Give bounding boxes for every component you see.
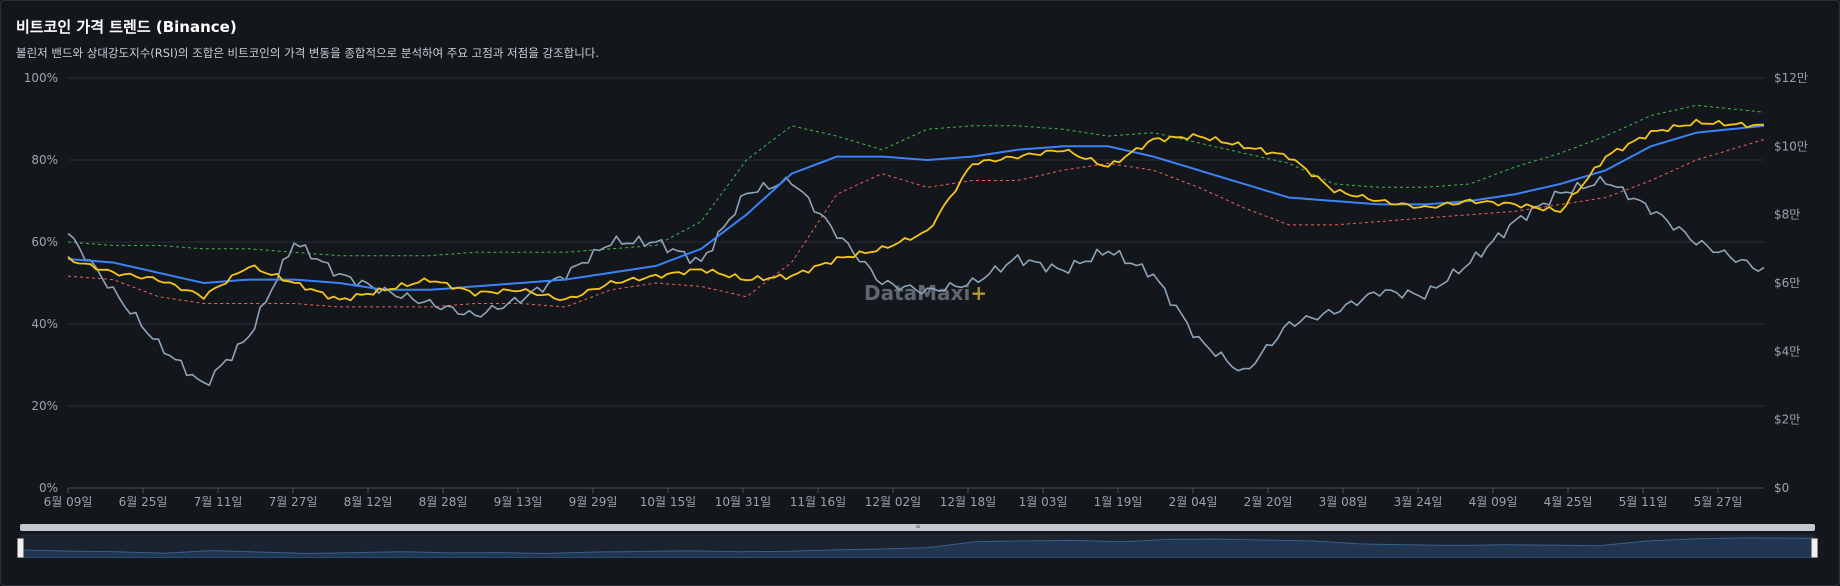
x-tick-label: 7월 11일	[194, 495, 243, 509]
x-tick-label: 4월 25일	[1544, 495, 1593, 509]
y-left-tick-label: 40%	[31, 317, 58, 331]
navigator-grip-icon[interactable]: ≡	[915, 523, 921, 530]
y-right-tick-label: $2만	[1774, 413, 1800, 427]
y-left-tick-label: 20%	[31, 399, 58, 413]
x-tick-label: 3월 24일	[1394, 495, 1443, 509]
y-right-tick-label: $4만	[1774, 344, 1800, 358]
x-tick-label: 8월 12일	[344, 495, 393, 509]
x-tick-label: 10월 15일	[640, 495, 696, 509]
x-tick-label: 9월 29일	[569, 495, 618, 509]
x-tick-label: 3월 08일	[1319, 495, 1368, 509]
y-right-tick-label: $12만	[1774, 71, 1808, 85]
x-tick-label: 1월 03일	[1019, 495, 1068, 509]
series-lines	[67, 104, 1765, 387]
x-tick-label: 9월 13일	[494, 495, 543, 509]
x-tick-label: 6월 25일	[119, 495, 168, 509]
y-left-tick-label: 80%	[31, 153, 58, 167]
upper-series-line	[67, 104, 1765, 257]
y-left-tick-label: 100%	[24, 71, 58, 85]
chart-subtitle: 볼린저 밴드와 상대강도지수(RSI)의 조합은 비트코인의 가격 변동을 종합…	[16, 46, 600, 60]
x-tick-label: 8월 28일	[419, 495, 468, 509]
navigator-scrollbar[interactable]	[20, 524, 1815, 531]
navigator-left-handle[interactable]	[17, 538, 24, 558]
x-tick-label: 5월 27일	[1694, 495, 1743, 509]
y-right-tick-label: $8만	[1774, 208, 1800, 222]
chart-title: 비트코인 가격 트렌드 (Binance)	[16, 18, 237, 36]
y-left-tick-label: 0%	[39, 481, 58, 495]
x-tick-label: 11월 16일	[790, 495, 846, 509]
price-series-line	[67, 118, 1765, 302]
navigator-preview	[20, 534, 1815, 558]
x-tick-label: 5월 11일	[1619, 495, 1668, 509]
x-tick-label: 2월 04일	[1169, 495, 1218, 509]
x-tick-label: 1월 19일	[1094, 495, 1143, 509]
x-tick-label: 6월 09일	[44, 495, 93, 509]
range-navigator[interactable]: ≡	[17, 523, 1818, 558]
x-axis-ticks: 6월 09일 6월 25일 7월 11일 7월 27일 8월 12일 8월 28일 9월 1…	[44, 487, 1764, 509]
x-tick-label: 7월 27일	[269, 495, 318, 509]
y-right-tick-label: $10만	[1774, 139, 1808, 153]
x-tick-label: 4월 09일	[1469, 495, 1518, 509]
x-tick-label: 12월 18일	[940, 495, 996, 509]
x-tick-label: 12월 02일	[865, 495, 921, 509]
y-axis-ticks: 0% 20% 40% 60% 80% 100% $0 $2만 $4만 $6만 $8만 $10만 $12만	[24, 71, 1808, 495]
y-right-tick-label: $0	[1774, 481, 1789, 495]
rsi-series-line	[67, 175, 1765, 387]
navigator-right-handle[interactable]	[1811, 538, 1818, 558]
x-tick-label: 10월 31일	[715, 495, 771, 509]
y-left-tick-label: 60%	[31, 235, 58, 249]
y-right-tick-label: $6만	[1774, 276, 1800, 290]
lower-series-line	[67, 139, 1765, 308]
x-tick-label: 2월 20일	[1244, 495, 1293, 509]
sma-series-line	[67, 124, 1765, 291]
